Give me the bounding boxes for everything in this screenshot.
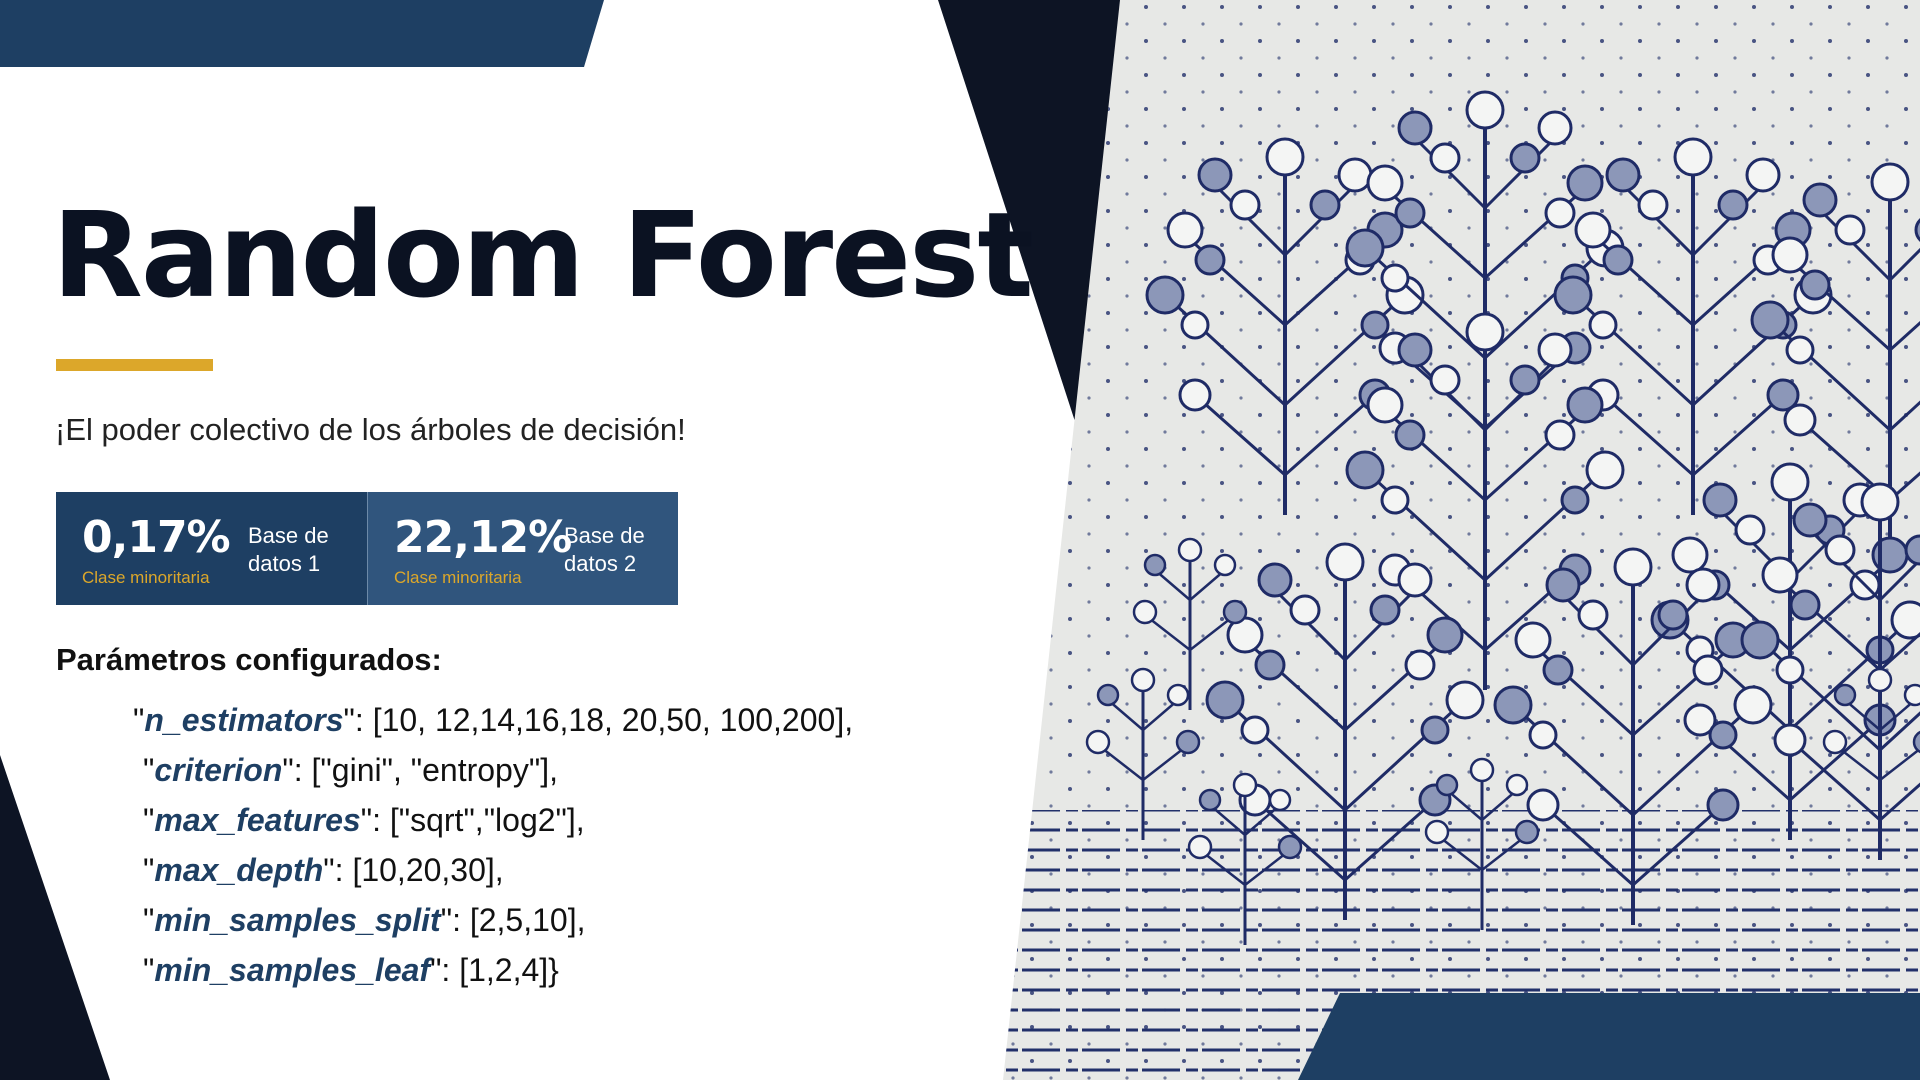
param-key: max_features — [154, 802, 361, 838]
param-line: "criterion": ["gini", "entropy"], — [143, 750, 558, 790]
param-key: min_samples_leaf — [154, 952, 431, 988]
params-heading: Parámetros configurados: — [56, 642, 442, 677]
param-value: ": [2,5,10], — [440, 902, 586, 938]
stat-caption: Clase minoritaria — [82, 568, 210, 587]
param-quote: " — [143, 852, 155, 888]
title-accent-bar — [56, 359, 213, 371]
stat-value: 0,17% — [82, 512, 231, 563]
slide-title: Random Forest — [52, 186, 1034, 324]
stat-card-dataset-2: 22,12% Clase minoritaria Base de datos 2 — [367, 492, 678, 605]
param-line: "n_estimators": [10, 12,14,16,18, 20,50,… — [133, 700, 853, 740]
param-value: ": [10, 12,14,16,18, 20,50, 100,200], — [343, 702, 854, 738]
param-key: n_estimators — [144, 702, 344, 738]
stat-dataset-label-line2: datos 2 — [564, 551, 637, 576]
stat-value: 22,12% — [394, 512, 572, 563]
stat-dataset-label-line1: Base de — [248, 523, 329, 548]
param-line: "min_samples_split": [2,5,10], — [143, 900, 585, 940]
param-line: "max_depth": [10,20,30], — [143, 850, 504, 890]
param-quote: " — [143, 902, 155, 938]
stat-dataset-label-line2: datos 1 — [248, 551, 321, 576]
param-value: ": [10,20,30], — [323, 852, 504, 888]
stat-dataset-label: Base de datos 1 — [248, 522, 364, 578]
param-key: max_depth — [154, 852, 324, 888]
param-quote: " — [133, 702, 145, 738]
param-key: criterion — [154, 752, 283, 788]
param-quote: " — [143, 752, 155, 788]
stat-caption: Clase minoritaria — [394, 568, 522, 587]
param-value: ": ["gini", "entropy"], — [282, 752, 558, 788]
param-line: "max_features": ["sqrt","log2"], — [143, 800, 585, 840]
stat-dataset-label-line1: Base de — [564, 523, 645, 548]
param-quote: " — [143, 952, 155, 988]
param-quote: " — [143, 802, 155, 838]
stat-dataset-label: Base de datos 2 — [564, 522, 680, 578]
slide-subtitle: ¡El poder colectivo de los árboles de de… — [55, 412, 686, 447]
param-value: ": ["sqrt","log2"], — [360, 802, 585, 838]
stat-card-dataset-1: 0,17% Clase minoritaria Base de datos 1 — [56, 492, 367, 605]
param-line: "min_samples_leaf": [1,2,4]} — [143, 950, 559, 990]
param-key: min_samples_split — [154, 902, 441, 938]
param-value: ": [1,2,4]} — [430, 952, 559, 988]
stats-strip: 0,17% Clase minoritaria Base de datos 1 … — [56, 492, 679, 605]
